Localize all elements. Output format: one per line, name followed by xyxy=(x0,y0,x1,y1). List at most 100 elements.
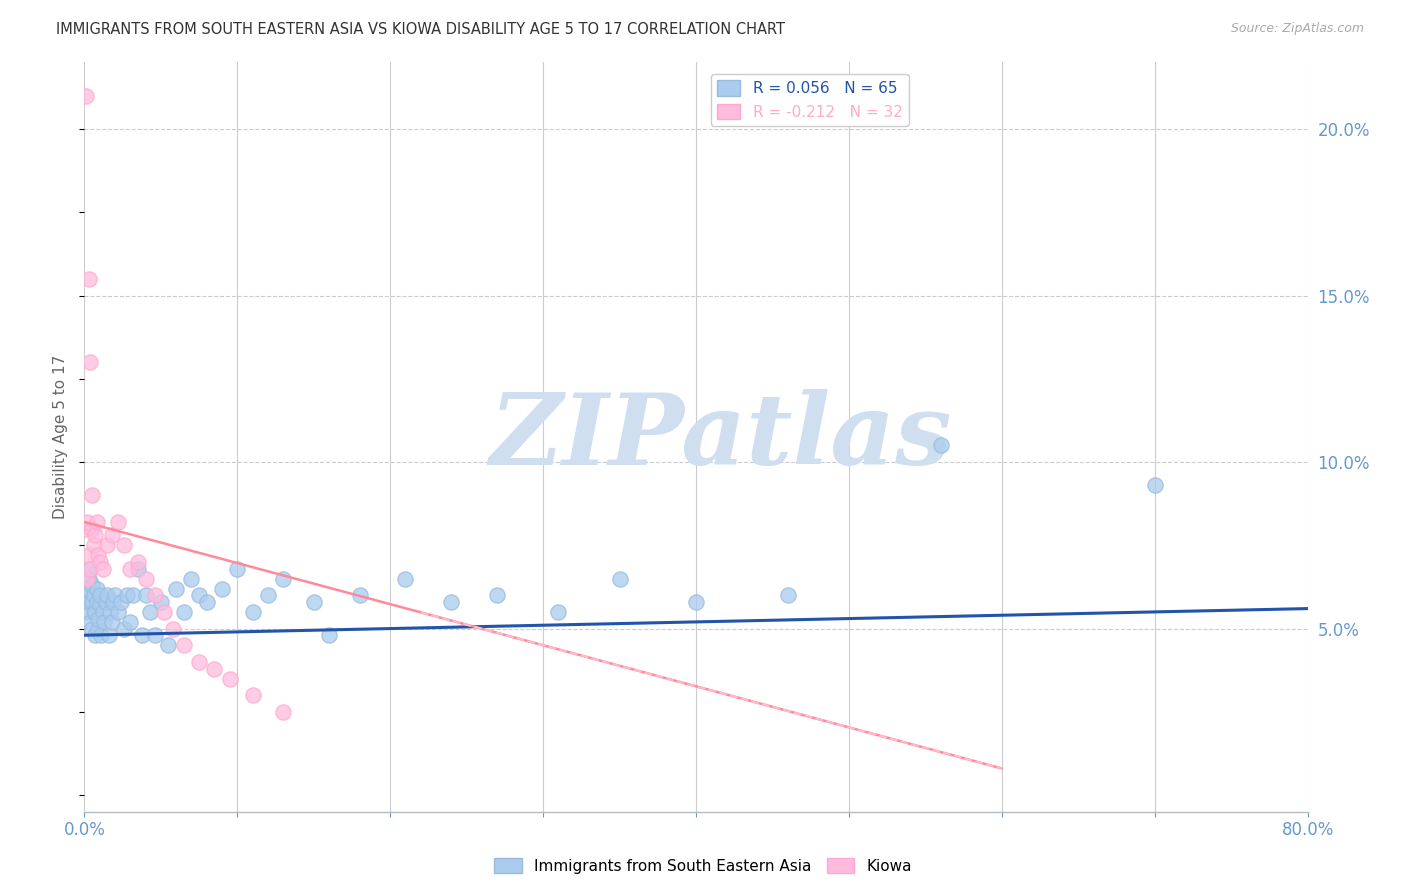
Point xyxy=(115,588,138,602)
Point xyxy=(188,655,211,669)
Point xyxy=(165,582,187,596)
Point xyxy=(149,595,172,609)
Point xyxy=(180,572,202,586)
Point xyxy=(609,572,631,586)
Point xyxy=(135,588,157,602)
Point xyxy=(79,561,101,575)
Point xyxy=(143,588,166,602)
Point xyxy=(101,528,124,542)
Point xyxy=(83,605,105,619)
Point xyxy=(89,588,111,602)
Point xyxy=(76,515,98,529)
Point xyxy=(547,605,569,619)
Point xyxy=(195,595,218,609)
Point xyxy=(271,572,294,586)
Point xyxy=(271,705,294,719)
Point xyxy=(143,628,166,642)
Point xyxy=(127,555,149,569)
Point xyxy=(87,611,110,625)
Point xyxy=(77,595,100,609)
Point xyxy=(94,595,117,609)
Point xyxy=(131,628,153,642)
Point xyxy=(112,622,135,636)
Point xyxy=(80,488,103,502)
Point xyxy=(120,561,142,575)
Point xyxy=(83,538,105,552)
Legend: Immigrants from South Eastern Asia, Kiowa: Immigrants from South Eastern Asia, Kiow… xyxy=(488,852,918,880)
Point xyxy=(1143,478,1166,492)
Point xyxy=(242,605,264,619)
Point xyxy=(107,605,129,619)
Point xyxy=(101,615,124,629)
Point xyxy=(86,582,108,596)
Point xyxy=(394,572,416,586)
Point xyxy=(76,572,98,586)
Point xyxy=(103,595,125,609)
Point xyxy=(486,588,509,602)
Text: Source: ZipAtlas.com: Source: ZipAtlas.com xyxy=(1230,22,1364,36)
Point xyxy=(79,615,101,629)
Point xyxy=(96,588,118,602)
Point xyxy=(202,661,225,675)
Point xyxy=(162,622,184,636)
Point xyxy=(218,672,240,686)
Point xyxy=(776,588,799,602)
Point xyxy=(80,578,103,592)
Point xyxy=(98,605,121,619)
Point xyxy=(76,605,98,619)
Point xyxy=(84,605,107,619)
Point xyxy=(173,638,195,652)
Point xyxy=(188,588,211,602)
Point xyxy=(110,595,132,609)
Text: ZIPatlas: ZIPatlas xyxy=(489,389,952,485)
Point xyxy=(104,588,127,602)
Point xyxy=(135,572,157,586)
Legend: R = 0.056   N = 65, R = -0.212   N = 32: R = 0.056 N = 65, R = -0.212 N = 32 xyxy=(711,74,908,126)
Point xyxy=(80,595,103,609)
Point xyxy=(302,595,325,609)
Point xyxy=(87,549,110,563)
Point xyxy=(929,438,952,452)
Point xyxy=(84,628,107,642)
Point xyxy=(89,555,111,569)
Point xyxy=(77,572,100,586)
Point xyxy=(318,628,340,642)
Point xyxy=(440,595,463,609)
Point xyxy=(157,638,180,652)
Point xyxy=(97,628,120,642)
Point xyxy=(79,561,101,575)
Point xyxy=(226,561,249,575)
Point xyxy=(96,538,118,552)
Point xyxy=(75,88,97,103)
Text: IMMIGRANTS FROM SOUTH EASTERN ASIA VS KIOWA DISABILITY AGE 5 TO 17 CORRELATION C: IMMIGRANTS FROM SOUTH EASTERN ASIA VS KI… xyxy=(56,22,785,37)
Point xyxy=(77,549,100,563)
Point xyxy=(107,515,129,529)
Point xyxy=(76,582,98,596)
Point xyxy=(153,605,176,619)
Point xyxy=(80,622,103,636)
Y-axis label: Disability Age 5 to 17: Disability Age 5 to 17 xyxy=(53,355,69,519)
Point xyxy=(349,588,371,602)
Point xyxy=(90,628,112,642)
Point xyxy=(257,588,280,602)
Point xyxy=(87,622,110,636)
Point xyxy=(77,272,100,286)
Point xyxy=(86,595,108,609)
Point xyxy=(89,599,111,613)
Point xyxy=(242,688,264,702)
Point xyxy=(93,615,115,629)
Point xyxy=(86,515,108,529)
Point xyxy=(75,588,97,602)
Point xyxy=(685,595,707,609)
Point xyxy=(139,605,162,619)
Point xyxy=(80,522,103,536)
Point xyxy=(75,522,97,536)
Point xyxy=(91,605,114,619)
Point xyxy=(211,582,233,596)
Point xyxy=(91,561,114,575)
Point xyxy=(84,528,107,542)
Point xyxy=(173,605,195,619)
Point xyxy=(83,588,105,602)
Point xyxy=(112,538,135,552)
Point xyxy=(79,355,101,369)
